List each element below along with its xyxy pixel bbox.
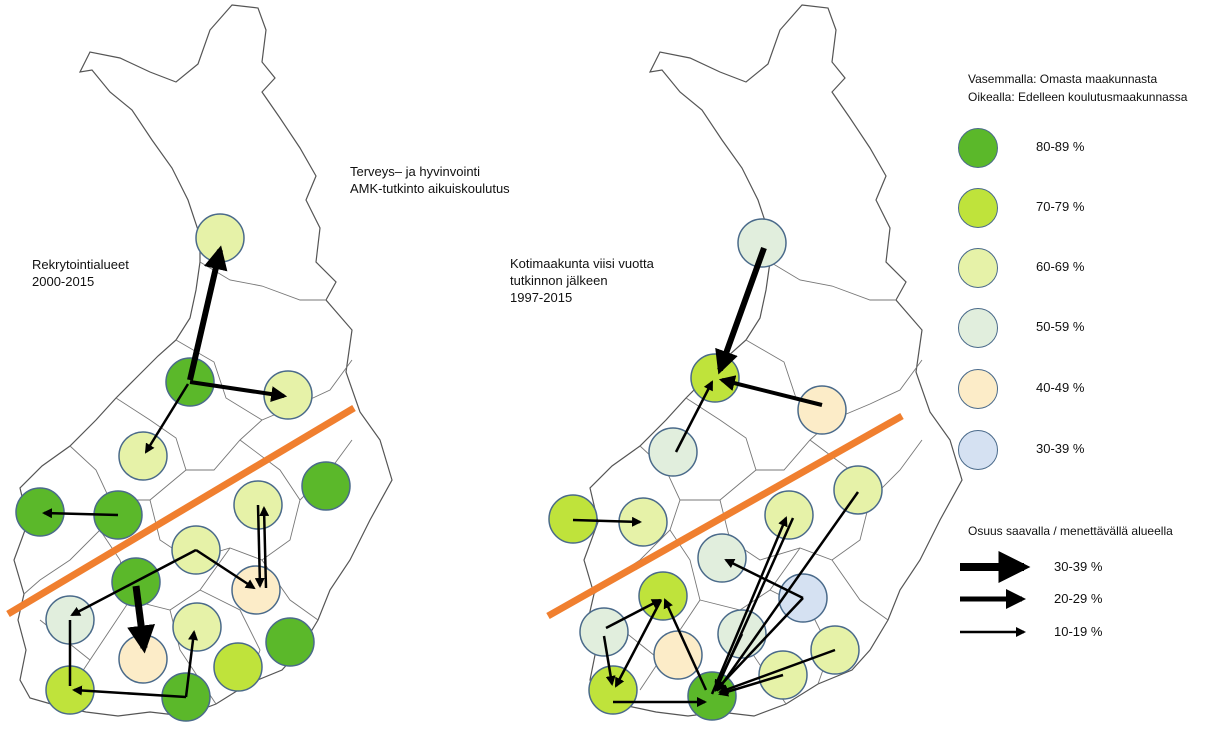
legend-swatch-icon [958, 188, 998, 228]
legend-header-line1: Vasemmalla: Omasta maakunnasta [968, 72, 1158, 86]
left-circle-central-ostrobothnia [118, 431, 168, 481]
left-map-label: Rekrytointialueet 2000-2015 [32, 256, 129, 290]
legend-class-label: 50-59 % [1036, 319, 1085, 334]
right-circle-kanta-hame [653, 630, 703, 680]
right-arrow-uusimaa-to-pirkanmaa [663, 598, 708, 691]
right-arrow-central-ostrobothnia-to-north [674, 380, 714, 453]
legend-arrow-row: 30-39 % [958, 555, 1218, 581]
legend-header-line2: Oikealla: Edelleen koulutusmaakunnassa [968, 90, 1188, 104]
right-circle-north-savo [764, 490, 814, 540]
left-flow-arrows [42, 245, 288, 699]
legend-arrow-label: 30-39 % [1054, 559, 1103, 574]
legend-class-label: 80-89 % [1036, 139, 1085, 154]
right-map-label: Kotimaakunta viisi vuotta tutkinnon jälk… [510, 255, 654, 306]
right-arrow-uusimaa-to-north-savo [710, 516, 788, 695]
legend-arrow-label: 20-29 % [1054, 591, 1103, 606]
legend-swatch-icon [958, 369, 998, 409]
left-arrow-to-central-ostrobothnia [144, 383, 190, 454]
right-arrow-south-savo-to-uusimaa [714, 597, 804, 692]
left-arrow-to-ostrobothnia [42, 508, 119, 519]
right-map-label-line1: Kotimaakunta viisi vuotta [510, 256, 654, 271]
left-map-title-line1: Terveys– ja hyvinvointi [350, 164, 481, 179]
left-circle-south-savo [231, 565, 281, 615]
left-arrow-to-lapland [187, 245, 228, 381]
legend-class-label: 40-49 % [1036, 380, 1085, 395]
right-arrow-kymenlaakso-to-uusimaa [718, 673, 784, 697]
left-circle-south-karelia [265, 617, 315, 667]
legend-class-label: 70-79 % [1036, 199, 1085, 214]
legend-class-row: 70-79 % [956, 188, 1216, 234]
legend-arrow-label: 10-19 % [1054, 624, 1103, 639]
left-map-title: Terveys– ja hyvinvointi AMK-tutkinto aik… [350, 163, 510, 197]
right-arrow-paijat-hame-to-uusimaa [714, 633, 744, 690]
left-arrow-to-satakunta [70, 548, 197, 617]
left-arrow-to-southwest-finland [72, 685, 187, 699]
legend-swatch-icon [958, 248, 998, 288]
right-circle-lapland [737, 218, 787, 268]
right-arrow-lapland-to-north-ostrobothnia [715, 246, 767, 375]
right-arrow-pirkanmaa-to-southwest [614, 599, 663, 688]
left-map-title-line2: AMK-tutkinto aikuiskoulutus [350, 181, 510, 196]
left-arrow-to-kainuu [189, 380, 288, 403]
left-finland-map [13, 4, 393, 717]
legend-class-row: 40-49 % [956, 369, 1216, 415]
legend-arrow-title: Osuus saavalla / menettävällä alueella [968, 524, 1173, 538]
legend-class-label: 30-39 % [1036, 441, 1085, 456]
left-finland-outline [13, 4, 393, 717]
left-arrow-to-south-savo-a [195, 548, 256, 590]
right-arrow-south-karelia-to-uusimaa [718, 648, 836, 694]
left-circle-kymenlaakso [213, 642, 263, 692]
left-circle-paijat-hame [172, 602, 222, 652]
right-arrow-north-karelia-to-uusimaa [716, 491, 860, 692]
legend-class-row: 80-89 % [956, 128, 1216, 174]
legend-class-row: 30-39 % [956, 430, 1216, 476]
right-flow-arrows [572, 246, 860, 707]
right-arrow-satakunta-to-pirkanmaa [605, 598, 662, 630]
legend-arrow-icons [960, 551, 1031, 637]
left-divider-line [6, 404, 356, 618]
right-circle-uusimaa [687, 671, 737, 721]
left-circle-north-karelia [301, 461, 351, 511]
legend-header: Vasemmalla: Omasta maakunnasta Oikealla:… [968, 70, 1187, 106]
left-map-label-line1: Rekrytointialueet [32, 257, 129, 272]
right-map-label-line3: 1997-2015 [510, 290, 573, 305]
left-arrow-to-kanta-hame [127, 585, 156, 654]
legend-class-row: 60-69 % [956, 248, 1216, 294]
legend-swatch-icon [958, 430, 998, 470]
left-circle-ostrobothnia [15, 487, 65, 537]
legend-class-row: 50-59 % [956, 308, 1216, 354]
right-map-label-line2: tutkinnon jälkeen [510, 273, 608, 288]
right-circle-central-finland [697, 533, 747, 583]
right-circle-ostrobothnia [548, 494, 598, 544]
legend-arrow-row: 20-29 % [958, 587, 1218, 613]
right-arrow-kainuu-to-north-ostrobothnia [718, 375, 823, 407]
right-arrow-satakunta-to-southwest [602, 635, 616, 686]
right-circle-kainuu [797, 385, 847, 435]
left-arrow-to-south-savo-b [254, 504, 265, 588]
right-circle-satakunta [579, 607, 629, 657]
left-map-label-line2: 2000-2015 [32, 274, 95, 289]
right-circle-pirkanmaa [638, 571, 688, 621]
right-arrow-ostrobothnia-to-south-ostrobothnia [572, 516, 642, 527]
legend-swatch-icon [958, 128, 998, 168]
right-circle-central-ostrobothnia [648, 427, 698, 477]
right-circle-north-karelia [833, 465, 883, 515]
right-divider-line [546, 412, 904, 620]
legend-swatch-icon [958, 308, 998, 348]
legend-class-label: 60-69 % [1036, 259, 1085, 274]
right-circle-north-ostrobothnia [690, 353, 740, 403]
left-arrow-to-north-savo [259, 506, 270, 589]
left-arrow-to-paijat-hame [184, 630, 198, 698]
legend-arrow-row: 10-19 % [958, 620, 1218, 646]
right-circle-southwest-finland [588, 665, 638, 715]
